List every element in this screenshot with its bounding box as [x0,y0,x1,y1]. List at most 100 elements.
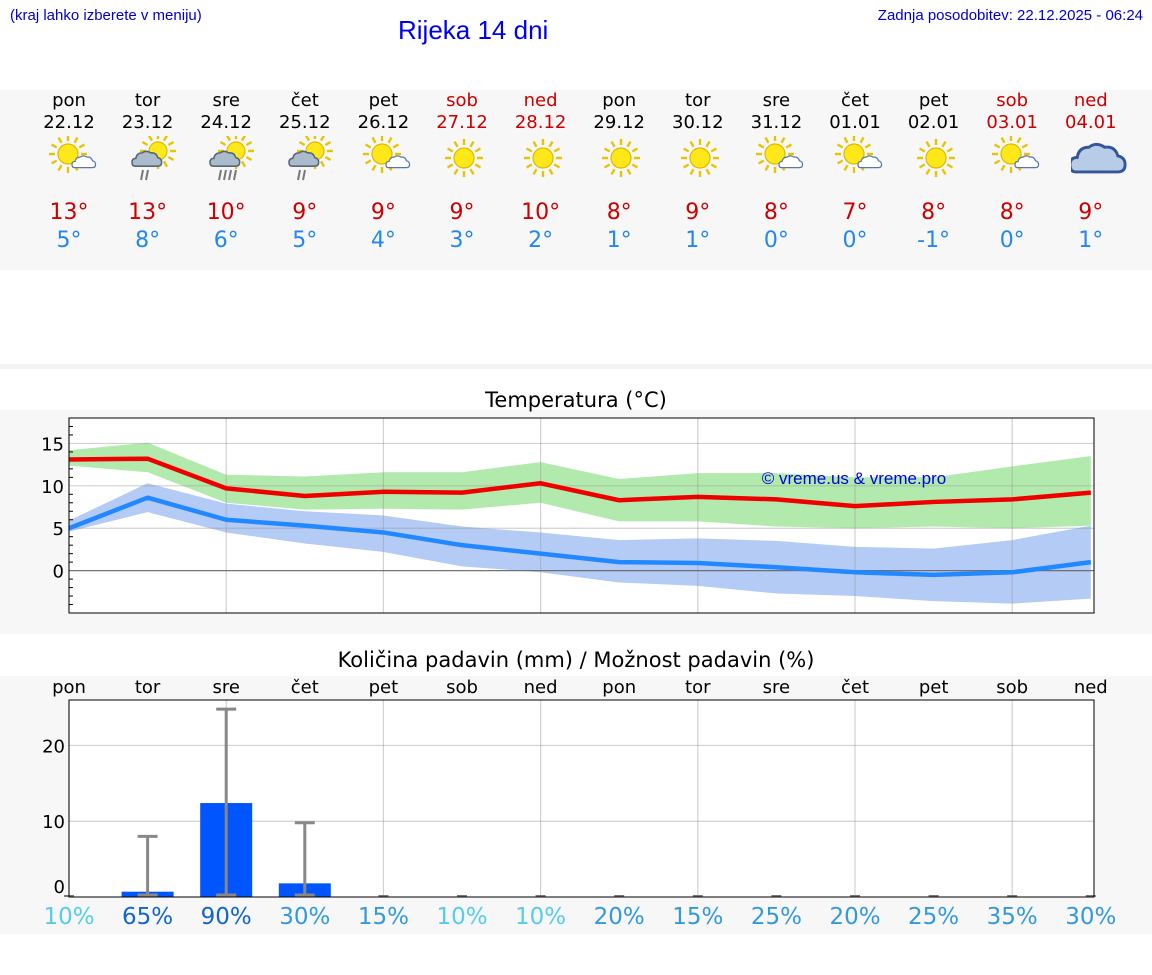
min-temperature: 1° [606,228,632,253]
x-category-label: čet [291,677,319,698]
day-date: 02.01 [907,112,960,133]
precipitation-probability: 10% [515,904,567,930]
day-date: 04.01 [1065,112,1117,133]
max-temperature: 9° [370,200,396,225]
precipitation-probability: 65% [122,904,174,930]
precipitation-probability: 10% [43,904,95,930]
max-temperature: 9° [685,200,711,225]
min-temperature: 5° [56,228,82,253]
day-name: sob [996,90,1029,111]
x-category-label: ned [524,677,558,698]
day-name: sre [762,90,791,111]
y-tick-label: 10 [42,812,65,833]
day-date: 22.12 [43,112,95,133]
max-temperature: 8° [763,200,789,225]
min-temperature: 5° [292,228,318,253]
min-temperature: 6° [213,228,239,253]
x-category-label: pet [369,677,399,698]
max-temperature: 9° [1078,200,1104,225]
divider [0,364,1152,369]
min-temperature: -1° [917,228,951,253]
x-category-label: pon [52,677,86,698]
sun-cloud-icon [49,136,97,173]
min-temperature: 1° [685,228,711,253]
max-temperature: 10° [206,200,246,225]
precipitation-probability: 30% [279,904,331,930]
min-range-band [69,483,1091,604]
min-temperature: 0° [842,228,868,253]
last-updated: Zadnja posodobitev: 22.12.2025 - 06:24 [877,7,1143,24]
sun-icon [445,139,483,177]
day-name: ned [1073,90,1108,111]
day-name: tor [134,90,161,111]
day-date: 28.12 [514,112,567,133]
x-category-label: tor [135,677,161,698]
sun-cloud-icon [835,136,883,173]
max-temperature: 13° [128,200,168,225]
min-temperature: 0° [999,228,1025,253]
max-temperature: 8° [921,200,947,225]
precipitation-probability: 15% [672,904,724,930]
y-tick-label: 10 [41,477,64,498]
max-temperature: 7° [842,200,868,225]
sun-cloud-rain-icon [130,136,176,181]
min-temperature: 8° [135,228,161,253]
day-date: 26.12 [357,112,410,133]
precipitation-probability: 25% [750,904,802,930]
day-name: čet [840,90,870,111]
watermark: © vreme.us & vreme.pro [762,469,946,488]
location-hint: (kraj lahko izberete v meniju) [10,7,202,24]
day-name: sob [446,90,478,111]
min-temperature: 2° [528,228,554,253]
x-category-label: sre [212,677,239,698]
sun-cloud-icon [363,136,411,173]
max-temperature: 9° [449,200,475,225]
sun-cloud-heavy-rain-icon [209,136,255,181]
max-temperature: 9° [292,200,318,225]
max-temperature: 8° [999,200,1025,225]
temperature-chart-title: Temperatura (°C) [485,388,667,412]
min-temperature: 3° [449,228,475,253]
day-date: 03.01 [986,112,1038,133]
precipitation-probability: 10% [436,904,488,930]
max-temperature: 8° [606,200,632,225]
x-category-label: sob [446,677,478,698]
x-category-label: pet [919,677,949,698]
sun-icon [916,139,955,177]
x-category-label: ned [1074,677,1108,698]
day-name: tor [685,90,711,111]
page-title: Rijeka 14 dni [398,15,549,45]
precipitation-probability: 15% [357,904,409,930]
day-name: ned [523,90,558,111]
day-name: pon [52,90,86,111]
sun-cloud-icon [756,136,804,173]
day-name: sre [212,90,240,111]
y-tick-label: 15 [41,434,64,455]
day-date: 30.12 [672,112,724,133]
max-temperature: 10° [521,200,561,225]
cloud-icon [1070,142,1127,174]
x-category-label: sre [763,677,790,698]
day-name: pet [368,90,399,111]
day-name: pet [918,90,949,111]
plot-frame [68,699,1095,898]
day-name: pon [602,90,637,111]
x-category-label: tor [685,677,711,698]
min-temperature-line [68,495,1092,578]
max-range-band [69,442,1091,529]
daily-forecast-strip: pon 22.12 13° 5° tor 23.12 13° 8° sre 24.12 10° 6° č… [0,90,1152,270]
day-date: 24.12 [200,112,252,133]
sun-cloud-icon [992,136,1040,173]
plot-frame [68,417,1095,614]
x-category-label: čet [841,677,869,698]
day-name: čet [290,90,319,111]
min-temperature: 4° [370,228,396,253]
y-tick-label: 0 [53,562,64,583]
y-tick-label: 5 [53,519,64,540]
max-temperature-line [68,456,1091,509]
sun-icon [523,139,562,177]
precipitation-chart-title: Količina padavin (mm) / Možnost padavin … [337,648,815,672]
day-date: 27.12 [436,112,488,133]
